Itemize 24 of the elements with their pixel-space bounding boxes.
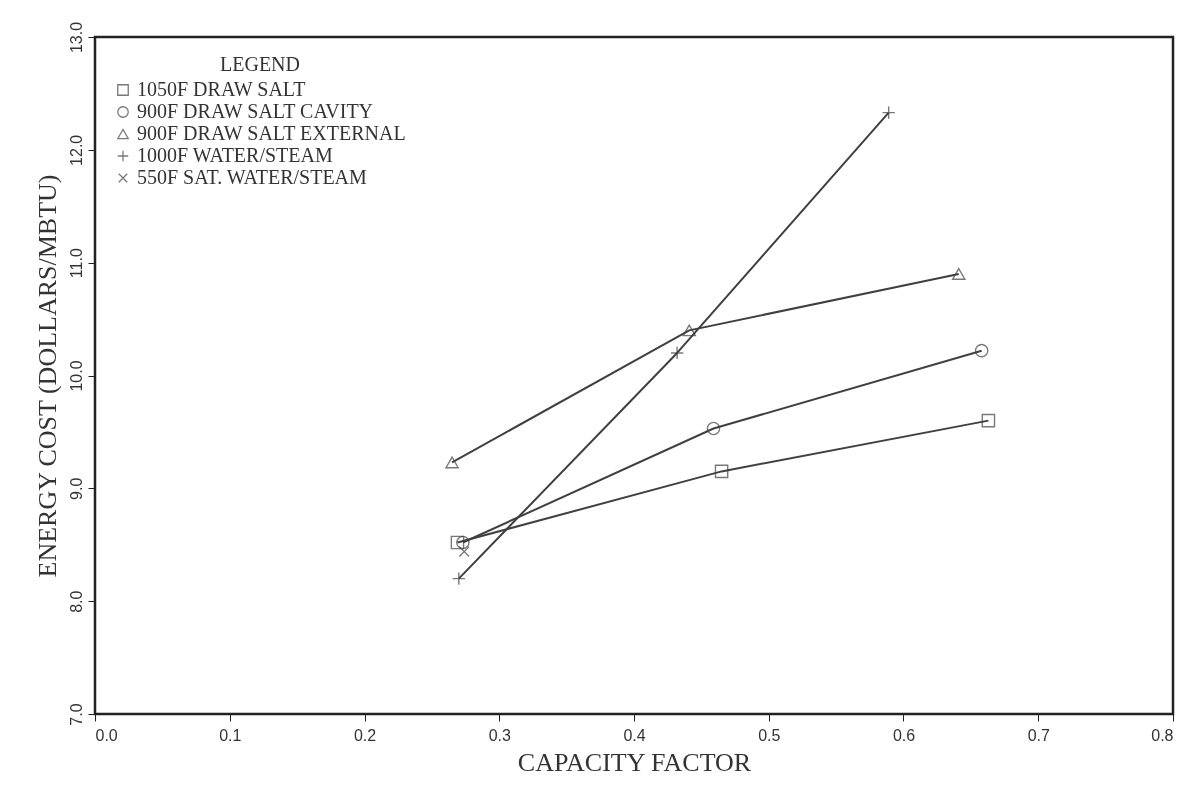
y-tick-label: 10.0 bbox=[67, 360, 85, 392]
y-tick-label: 13.0 bbox=[67, 21, 85, 54]
legend-label: 550F SAT. WATER/STEAM bbox=[137, 166, 368, 188]
legend-label: 1050F DRAW SALT bbox=[137, 78, 306, 100]
x-tick-label: 0.6 bbox=[892, 726, 916, 744]
y-axis-title: ENERGY COST (DOLLARS/MBTU) bbox=[32, 174, 62, 578]
legend-label: 900F DRAW SALT CAVITY bbox=[137, 100, 374, 122]
y-tick-label: 11.0 bbox=[67, 248, 85, 279]
x-tick-label: 0.5 bbox=[758, 726, 781, 744]
x-axis-title: CAPACITY FACTOR bbox=[517, 747, 752, 777]
x-tick-label: 0.4 bbox=[623, 726, 646, 744]
x-tick-label: 0.8 bbox=[1151, 726, 1174, 744]
legend-label: 900F DRAW SALT EXTERNAL bbox=[137, 122, 406, 144]
y-tick-label: 7.0 bbox=[67, 703, 85, 726]
legend-title: LEGEND bbox=[220, 53, 300, 75]
x-tick-label: 0.1 bbox=[219, 726, 242, 744]
y-tick-label: 12.0 bbox=[67, 134, 85, 166]
y-tick-label: 8.0 bbox=[67, 590, 85, 613]
x-tick-label: 0.7 bbox=[1027, 726, 1050, 744]
x-tick-label: 0.0 bbox=[95, 726, 118, 744]
legend-label: 1000F WATER/STEAM bbox=[137, 144, 333, 166]
x-tick-label: 0.3 bbox=[488, 726, 511, 744]
y-tick-label: 9.0 bbox=[67, 477, 85, 500]
x-tick-label: 0.2 bbox=[353, 726, 377, 744]
